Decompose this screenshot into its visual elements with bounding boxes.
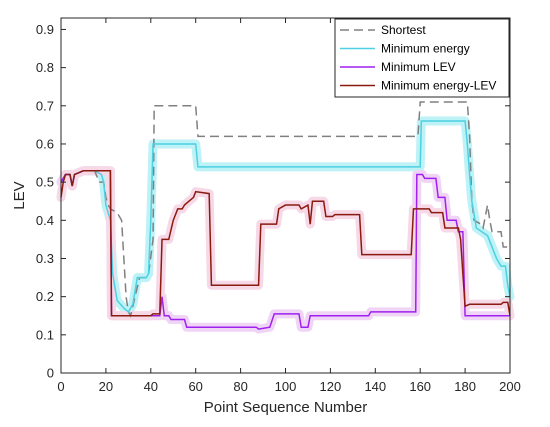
y-tick-label: 0 <box>47 366 54 381</box>
x-tick-label: 160 <box>409 379 431 394</box>
x-tick-label: 140 <box>364 379 386 394</box>
y-tick-label: 0.8 <box>36 60 54 75</box>
y-tick-label: 0.1 <box>36 327 54 342</box>
y-tick-label: 0.5 <box>36 175 54 190</box>
x-tick-label: 100 <box>275 379 297 394</box>
y-tick-label: 0.6 <box>36 136 54 151</box>
x-tick-label: 40 <box>144 379 158 394</box>
series-line-3 <box>60 169 511 317</box>
y-axis-label: LEV <box>11 181 28 209</box>
x-axis-ticks: 0 20 40 60 80 100 120 140 160 180 200 <box>57 18 521 394</box>
legend-label: Minimum energy-LEV <box>381 79 496 93</box>
x-axis-label: Point Sequence Number <box>204 399 367 416</box>
y-tick-label: 0.7 <box>36 98 54 113</box>
x-tick-label: 200 <box>499 379 521 394</box>
x-tick-label: 60 <box>188 379 202 394</box>
x-tick-label: 0 <box>57 379 64 394</box>
legend-label: Shortest <box>381 23 426 37</box>
legend-box <box>334 18 510 98</box>
legend-label: Minimum LEV <box>381 60 456 74</box>
y-tick-label: 0.3 <box>36 251 54 266</box>
y-tick-label: 0.2 <box>36 289 54 304</box>
x-tick-label: 120 <box>320 379 342 394</box>
x-tick-label: 20 <box>99 379 113 394</box>
y-axis-ticks: 0 0.1 0.2 0.3 0.4 0.5 0.6 0.7 0.8 0.9 <box>36 22 510 381</box>
y-tick-label: 0.4 <box>36 213 54 228</box>
legend: Shortest Minimum energy Minimum LEV Minimum… <box>334 18 510 98</box>
x-tick-label: 80 <box>233 379 247 394</box>
legend-label: Minimum energy <box>381 42 470 56</box>
x-tick-label: 180 <box>454 379 476 394</box>
series-lines <box>60 101 511 330</box>
y-tick-label: 0.9 <box>36 22 54 37</box>
